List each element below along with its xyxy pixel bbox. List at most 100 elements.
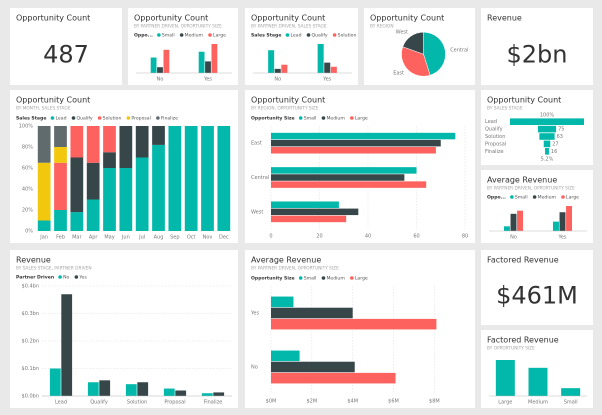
legend-marker <box>510 195 514 199</box>
bar-segment <box>70 212 84 231</box>
tile-title: Opportunity Count <box>370 14 444 23</box>
bar <box>49 368 61 396</box>
bar-segment <box>168 126 182 231</box>
legend-marker <box>350 116 354 120</box>
funnel-value: 63 <box>557 134 563 140</box>
funnel-category: Solution <box>485 134 505 140</box>
bar <box>271 174 405 181</box>
bar <box>137 382 149 396</box>
x-tick-label: Jul <box>138 235 145 241</box>
legend-marker <box>156 116 160 120</box>
legend-title: Partner Driven <box>16 275 54 281</box>
funnel-category: Qualify <box>485 127 503 133</box>
x-tick-label: Aug <box>154 235 164 241</box>
tile-chart: Opportunity Count 487 <box>16 14 90 69</box>
x-tick-label: Oct <box>187 235 196 241</box>
tile-subtitle: BY SALES STAGE, PARTNER DRIVEN <box>16 266 92 272</box>
bar <box>271 132 456 140</box>
bar <box>61 294 73 396</box>
legend-title: Oppo... <box>487 195 506 201</box>
bar <box>99 380 111 396</box>
legend-label: Small <box>304 276 317 282</box>
legend-marker <box>321 116 326 120</box>
x-tick-label: Finalize <box>204 400 223 406</box>
legend-label: Large <box>355 116 368 122</box>
funnel-bar <box>543 140 551 148</box>
y-tick-label: Central <box>251 175 269 181</box>
legend-title: Sales Stage <box>16 116 46 122</box>
legend-marker <box>126 116 131 120</box>
legend-label: Lead <box>290 33 301 39</box>
bar <box>150 57 157 73</box>
funnel-value: 75 <box>558 127 564 133</box>
pie-slice <box>423 31 446 76</box>
legend-marker <box>306 33 311 37</box>
bar-segment <box>103 126 116 153</box>
x-tick-label: 80 <box>462 234 468 240</box>
tile-title: Opportunity Count <box>16 96 90 105</box>
bar <box>271 215 347 223</box>
tile: Opportunity Count BY MONTH, SALES STAGE Sa… <box>10 90 238 243</box>
tile: Opportunity Count BY REGION Central East Wes… <box>364 8 475 85</box>
legend-title: Opportunity Size <box>251 276 295 282</box>
legend-marker <box>208 33 212 37</box>
bar <box>268 50 275 73</box>
bar <box>163 388 175 396</box>
funnel-value: 16 <box>551 149 557 155</box>
bar <box>271 201 339 208</box>
bar <box>528 367 548 396</box>
y-tick-label: West <box>251 209 263 215</box>
bar <box>271 350 300 362</box>
x-tick-label: 0 <box>269 234 272 240</box>
bar-segment <box>152 126 165 145</box>
x-tick-label: Yes <box>203 77 212 83</box>
x-tick-label: Medium <box>528 400 548 406</box>
tile-title: Average Revenue <box>487 176 557 185</box>
bar <box>175 390 187 396</box>
bar <box>125 384 137 396</box>
x-tick-label: Nov <box>203 235 213 241</box>
bar <box>495 360 515 396</box>
y-tick-label: $0.3bn <box>22 311 39 317</box>
y-tick-label: 100% <box>19 124 34 130</box>
legend-label: Medium <box>538 195 557 201</box>
bar-segment <box>37 162 51 221</box>
x-tick-label: $8M <box>429 399 440 405</box>
x-tick-label: No <box>157 77 164 83</box>
x-tick-label: 40 <box>365 234 371 240</box>
x-tick-label: Jan <box>39 235 48 241</box>
pie-label: West <box>396 30 408 36</box>
tile-title: Revenue <box>487 14 522 23</box>
bar <box>271 147 436 154</box>
x-tick-label: Mar <box>72 235 82 241</box>
bar-segment <box>70 157 84 213</box>
legend-label: Small <box>304 116 317 122</box>
y-tick-label: 20% <box>22 208 33 214</box>
y-tick-label: $0.4bn <box>22 284 39 290</box>
bar-segment <box>54 162 67 210</box>
bar-segment <box>54 210 67 231</box>
tile: Opportunity Count BY PARTNER DRIVEN, OPPO… <box>128 8 238 85</box>
y-tick-label: $0.1bn <box>22 366 39 372</box>
bar-segment <box>37 220 51 231</box>
x-tick-label: No <box>274 77 281 83</box>
tile: Opportunity Count 487 <box>10 8 122 85</box>
tile: Average Revenue BY PARTNER DRIVEN, OPPORT… <box>481 170 593 243</box>
legend-label: Qualify <box>77 116 93 122</box>
tile-title: Average Revenue <box>251 256 321 265</box>
legend-label: Small <box>162 33 175 39</box>
tile: Factored Revenue BY OPPORTUNITY SIZE Large… <box>481 330 593 408</box>
bar-segment <box>217 126 231 231</box>
legend-marker <box>532 195 537 199</box>
bar <box>271 139 441 147</box>
bar <box>281 64 288 73</box>
bar <box>157 67 163 73</box>
tile: Opportunity Count BY SALES STAGE 100% Lead Q… <box>481 90 593 165</box>
funnel-value: 27 <box>552 141 558 147</box>
x-tick-label: $0M <box>266 399 277 405</box>
x-tick-label: Jun <box>121 235 130 241</box>
bar <box>566 206 572 231</box>
bar <box>271 181 427 188</box>
